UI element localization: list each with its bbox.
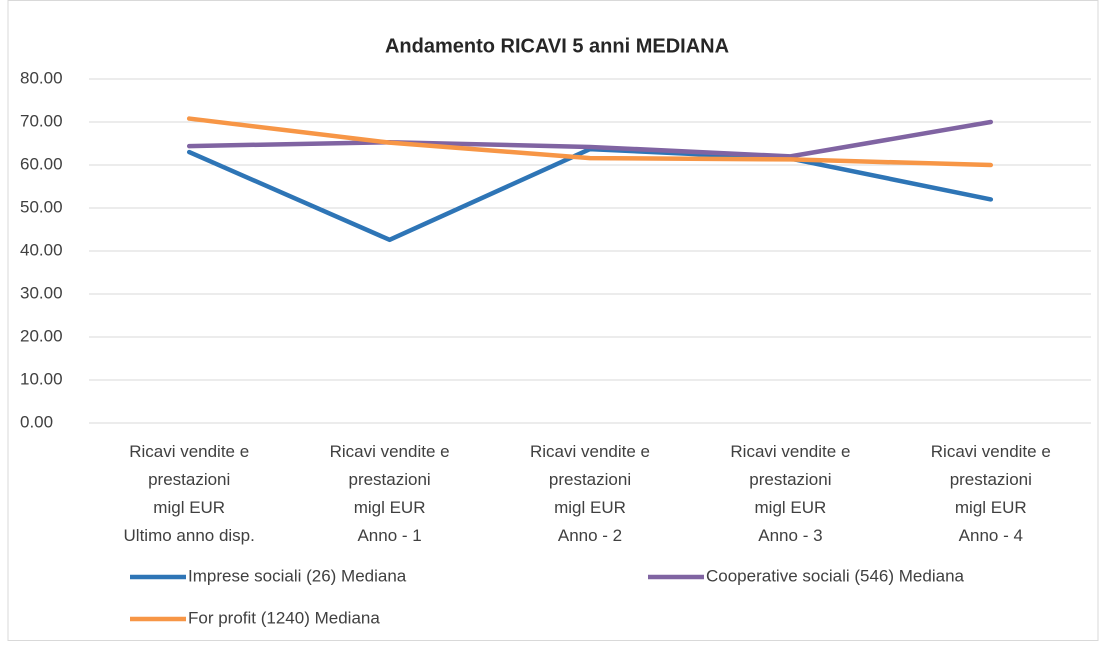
chart-title: Andamento RICAVI 5 anni MEDIANA (385, 35, 729, 57)
legend-label: Imprese sociali (26) Mediana (188, 566, 407, 585)
x-tick-label: Ricavi vendite e prestazioni migl EUR Anno … (730, 442, 850, 545)
y-tick-label: 10.00 (20, 369, 63, 388)
y-tick-label: 0.00 (20, 412, 53, 431)
y-tick-label: 40.00 (20, 240, 63, 259)
x-tick-label: Ricavi vendite e prestazioni migl EUR Anno … (530, 442, 650, 545)
chart-border (7, 0, 1099, 641)
y-tick-label: 20.00 (20, 326, 63, 345)
x-tick-label: Ricavi vendite e prestazioni migl EUR Ultim… (124, 442, 255, 545)
legend-label: Cooperative sociali (546) Mediana (706, 566, 965, 585)
y-tick-label: 30.00 (20, 283, 63, 302)
x-tick-label: Ricavi vendite e prestazioni migl EUR Anno … (330, 442, 450, 545)
y-tick-label: 70.00 (20, 111, 63, 130)
series-line (186, 119, 994, 159)
series-line (186, 116, 994, 168)
y-tick-label: 60.00 (20, 154, 63, 173)
y-tick-label: 50.00 (20, 197, 63, 216)
x-tick-label: Ricavi vendite e prestazioni migl EUR Anno … (931, 442, 1051, 545)
legend-label: For profit (1240) Mediana (188, 608, 380, 627)
y-tick-label: 80.00 (20, 68, 63, 87)
